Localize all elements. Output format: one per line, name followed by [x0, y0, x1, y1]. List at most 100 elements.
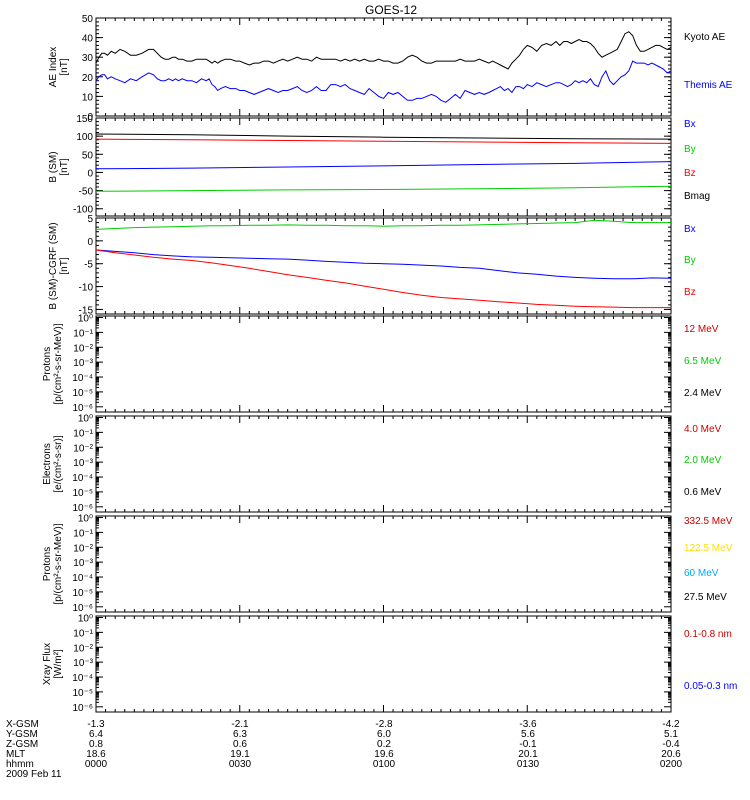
y-tick-label: 10⁻³ — [73, 658, 93, 669]
y-tick-label: 10⁻¹ — [73, 528, 93, 539]
y-tick-label: 10⁻⁴ — [72, 373, 93, 384]
orbit-row-label: hhmm — [6, 759, 34, 770]
orbit-value: 0100 — [373, 759, 396, 770]
y-tick-label: 10⁻³ — [73, 558, 93, 569]
y-tick-label: 10⁻³ — [73, 358, 93, 369]
y-tick-label: 5 — [87, 214, 93, 225]
y-tick-label: 50 — [82, 150, 94, 161]
y-axis-label: B (SM) — [48, 151, 59, 182]
y-tick-label: 10⁻³ — [73, 458, 93, 469]
y-tick-label: -5 — [84, 260, 93, 271]
y-tick-label: 10⁻¹ — [73, 328, 93, 339]
y-axis-label: [nT] — [59, 58, 70, 75]
y-tick-label: 10⁻¹ — [73, 628, 93, 639]
orbit-value: 0030 — [229, 759, 252, 770]
y-axis-label: AE Index — [48, 47, 59, 88]
y-tick-label: 0 — [87, 168, 93, 179]
orbit-value: -0.4 — [662, 739, 680, 750]
y-tick-label: 10⁻⁶ — [72, 503, 93, 514]
orbit-row-label: Z-GSM — [6, 739, 38, 750]
legend-label: 12 MeV — [684, 324, 719, 335]
legend-label: Themis AE — [684, 80, 733, 91]
y-tick-label: 150 — [76, 114, 93, 125]
orbit-value: 0.6 — [233, 739, 247, 750]
y-axis-label: Protons — [42, 547, 53, 581]
y-tick-label: 10 — [82, 92, 94, 103]
legend-label: 0.05-0.3 nm — [684, 681, 737, 692]
orbit-value: -3.6 — [519, 719, 537, 730]
orbit-row-label: X-GSM — [6, 719, 39, 730]
legend-label: 332.5 MeV — [684, 516, 733, 527]
legend-label: 6.5 MeV — [684, 356, 722, 367]
y-tick-label: 10⁻⁴ — [72, 573, 93, 584]
legend-label: Bmag — [684, 191, 710, 202]
y-tick-label: 10⁻⁵ — [72, 688, 93, 699]
orbit-value: 0000 — [85, 759, 108, 770]
plot-date: 2009 Feb 11 — [6, 769, 62, 780]
legend-label: Bz — [684, 287, 696, 298]
orbit-value: 6.3 — [233, 729, 247, 740]
panel-frame-bdiff — [95, 217, 672, 315]
orbit-value: 5.6 — [521, 729, 535, 740]
legend-label: 122.5 MeV — [684, 543, 733, 554]
y-tick-label: 10⁰ — [78, 513, 93, 524]
legend-label: Bz — [684, 168, 696, 179]
y-tick-label: 10⁰ — [78, 613, 93, 624]
y-tick-label: 0 — [87, 112, 93, 123]
orbit-value: 6.4 — [89, 729, 103, 740]
orbit-row-label: MLT — [6, 749, 25, 760]
panel-frame-protons1 — [95, 315, 672, 413]
legend-label: 2.0 MeV — [684, 455, 722, 466]
legend-label: 0.6 MeV — [684, 487, 722, 498]
y-tick-label: 40 — [82, 34, 94, 45]
y-tick-label: -15 — [79, 305, 94, 316]
y-tick-label: 10⁻⁶ — [72, 603, 93, 614]
y-tick-label: 30 — [82, 53, 94, 64]
panel-frame-protons2 — [95, 515, 672, 613]
y-tick-label: 10⁻⁵ — [72, 588, 93, 599]
orbit-value: 19.1 — [230, 749, 250, 760]
orbit-value: 0200 — [660, 759, 683, 770]
y-tick-label: 10⁻¹ — [73, 428, 93, 439]
y-tick-label: 10⁻⁶ — [72, 703, 93, 714]
panel-frame-xray — [95, 615, 672, 713]
orbit-row-label: Y-GSM — [6, 729, 38, 740]
y-tick-label: -100 — [73, 205, 93, 216]
legend-label: 4.0 MeV — [684, 424, 722, 435]
y-axis-label: [W/m²] — [53, 649, 64, 679]
legend-label: 27.5 MeV — [684, 592, 727, 603]
y-axis-label: [e/(cm²-s-sr)] — [53, 435, 64, 492]
y-tick-label: 10⁻² — [73, 343, 93, 354]
legend-label: Bx — [684, 119, 696, 130]
y-tick-label: 10⁻² — [73, 443, 93, 454]
y-tick-label: 10⁻⁴ — [72, 673, 93, 684]
y-axis-label: Protons — [42, 347, 53, 381]
series-line-bdiff — [95, 219, 671, 230]
y-tick-label: 0 — [87, 237, 93, 248]
orbit-value: -2.8 — [375, 719, 393, 730]
y-tick-label: 100 — [76, 132, 93, 143]
y-tick-label: 10⁻⁵ — [72, 388, 93, 399]
y-tick-label: 10⁰ — [78, 313, 93, 324]
y-tick-label: -10 — [79, 283, 94, 294]
y-axis-label: Xray Flux — [42, 643, 53, 685]
orbit-value: 0.2 — [377, 739, 391, 750]
y-tick-label: 10⁻⁵ — [72, 488, 93, 499]
legend-label: Bx — [684, 224, 696, 235]
y-tick-label: 20 — [82, 73, 94, 84]
orbit-value: 20.6 — [661, 749, 681, 760]
panel-frame-bsm — [95, 117, 672, 217]
y-axis-label: Electrons — [42, 443, 53, 485]
orbit-value: 5.1 — [664, 729, 678, 740]
y-axis-label: [p/(cm²-s-sr-MeV)] — [53, 323, 64, 404]
orbit-value: 0.8 — [89, 739, 103, 750]
y-tick-label: 10⁻² — [73, 543, 93, 554]
orbit-value: 20.1 — [518, 749, 538, 760]
legend-label: By — [684, 255, 696, 266]
series-line-bsm — [95, 133, 672, 140]
y-axis-label: [nT] — [59, 257, 70, 274]
orbit-value: -1.3 — [87, 719, 105, 730]
y-tick-label: 10⁻⁴ — [72, 473, 93, 484]
series-line-ae — [95, 60, 672, 103]
